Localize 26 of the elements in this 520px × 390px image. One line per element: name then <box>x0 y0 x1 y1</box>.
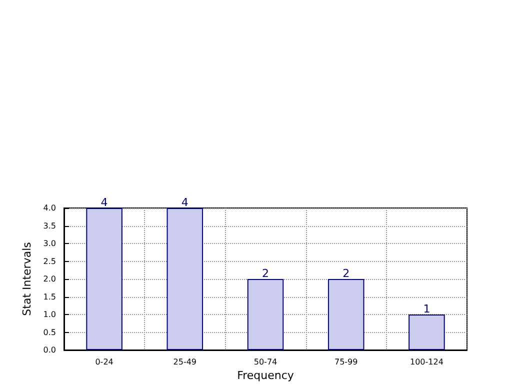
y-tick-label: 0.5 <box>43 328 56 337</box>
x-tick-label: 0-24 <box>95 358 114 366</box>
bar <box>408 314 445 350</box>
y-tick-label: 4.0 <box>43 204 56 212</box>
y-tick-label: 1.5 <box>43 292 56 302</box>
data-label: 4 <box>181 196 188 209</box>
data-label: 4 <box>100 196 108 209</box>
y-tick-label: 2.0 <box>43 274 56 284</box>
bar <box>328 279 364 350</box>
x-tick-label: 100-124 <box>410 358 444 366</box>
y-tick-label: 1.0 <box>43 310 56 319</box>
x-tick-label: 50-74 <box>254 358 278 366</box>
x-tick-label: 75-99 <box>334 358 358 366</box>
y-tick-label: 0.0 <box>43 346 56 354</box>
bar <box>86 208 122 350</box>
data-label: 1 <box>423 302 430 316</box>
y-tick-label: 2.5 <box>43 256 56 266</box>
bar <box>247 279 284 350</box>
x-tick-label: 25-49 <box>173 358 197 366</box>
y-axis-title: Stat Intervals <box>20 242 34 316</box>
data-label: 2 <box>342 267 350 280</box>
data-label: 2 <box>262 267 269 280</box>
x-axis-title: Frequency <box>237 369 294 382</box>
y-tick-label: 3.0 <box>43 239 56 248</box>
y-tick-label: 3.5 <box>43 221 56 230</box>
bar <box>166 208 204 350</box>
